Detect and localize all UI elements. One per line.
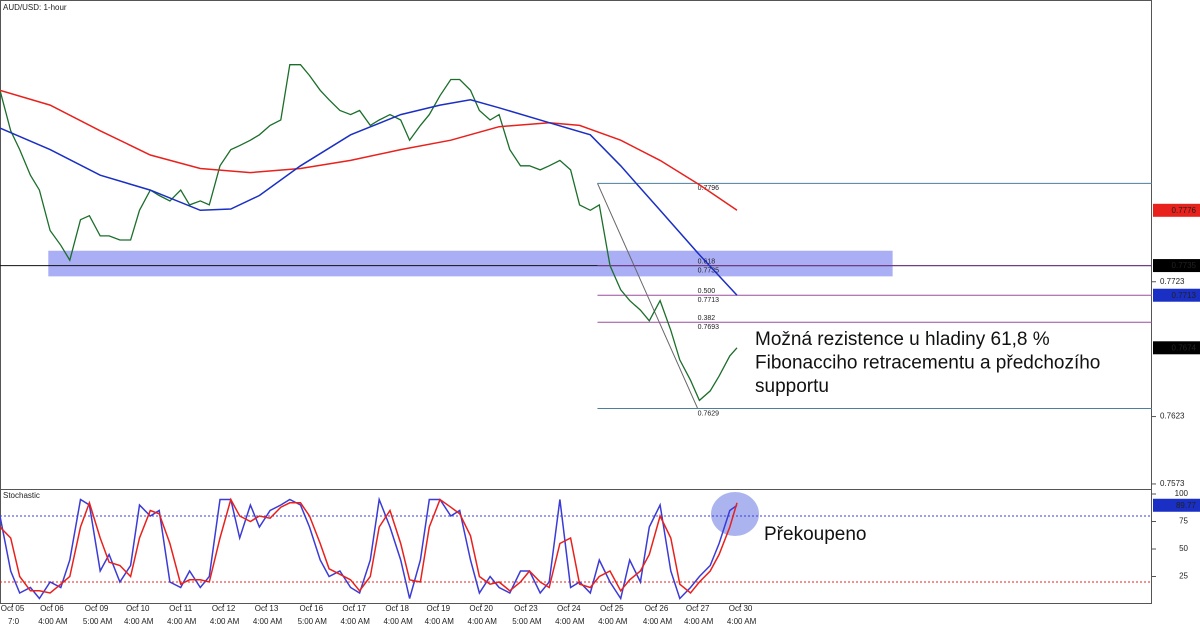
value-box-label: 0.7735 [1172, 261, 1197, 270]
x-tick-label: Oct 20 [469, 604, 493, 613]
x-time-label: 4:00 AM [167, 617, 197, 626]
x-time-label: 4:00 AM [643, 617, 673, 626]
fib-value: 0.7735 [698, 267, 720, 274]
x-time-label: 4:00 AM [253, 617, 283, 626]
fib-value: 0.7796 [698, 185, 720, 192]
y-tick-label: 75 [1179, 517, 1188, 526]
series-line [0, 64, 738, 402]
support-zone [48, 250, 893, 277]
value-box [1153, 203, 1200, 217]
y-tick-label: 100 [1175, 489, 1189, 498]
x-tick-label: Oct 05 [1, 604, 25, 613]
x-time-label: 4:00 AM [210, 617, 240, 626]
x-time-label: 4:00 AM [727, 617, 757, 626]
x-tick-label: Oct 23 [514, 604, 538, 613]
annotation: Překoupeno [764, 524, 866, 545]
y-tick-label: 0.7723 [1160, 277, 1185, 286]
value-box-label: 89.77 [1176, 501, 1197, 510]
series-line [0, 99, 738, 296]
x-time-label: 4:00 AM [598, 617, 628, 626]
y-tick-label: 0.7573 [1160, 479, 1185, 488]
x-tick-label: Oct 10 [126, 604, 150, 613]
fib-ratio: 0.500 [698, 288, 716, 295]
highlight-circle [711, 492, 759, 536]
x-tick-label: Oct 13 [255, 604, 279, 613]
value-box-label: 0.7674 [1172, 343, 1197, 352]
x-time-label: 4:00 AM [684, 617, 714, 626]
x-tick-label: Oct 11 [169, 604, 193, 613]
x-time-label: 5:00 AM [83, 617, 113, 626]
x-time-label: 4:00 AM [383, 617, 413, 626]
value-box [1153, 259, 1200, 273]
fib-ratio: 0.382 [698, 315, 716, 322]
series-line [0, 497, 738, 595]
x-tick-label: Oct 30 [729, 604, 753, 613]
x-time-label: 4:00 AM [468, 617, 498, 626]
y-tick-label: 25 [1179, 572, 1188, 581]
x-time-label: 4:00 AM [38, 617, 68, 626]
x-time-label: 7:0 [8, 617, 20, 626]
y-tick-label: 50 [1179, 544, 1188, 553]
annotation: Možná rezistence u hladiny 61,8 % [755, 329, 1050, 350]
fib-value: 0.7693 [698, 324, 720, 331]
chart-title: AUD/USD: 1-hour [3, 3, 67, 12]
value-box [1153, 498, 1200, 512]
x-time-label: 4:00 AM [425, 617, 455, 626]
series-line [0, 89, 738, 211]
x-time-label: 5:00 AM [298, 617, 328, 626]
value-box [1153, 288, 1200, 302]
annotation: Fibonacciho retracementu a předchozího [755, 353, 1100, 374]
x-tick-label: Oct 24 [557, 604, 581, 613]
value-box-label: 0.7713 [1172, 291, 1197, 300]
x-tick-label: Oct 19 [426, 604, 450, 613]
x-time-label: 4:00 AM [555, 617, 585, 626]
frame [0, 0, 1152, 604]
fib-value: 0.7629 [698, 410, 720, 417]
value-box-label: 0.7776 [1172, 206, 1197, 215]
y-tick-label: 0.7623 [1160, 412, 1185, 421]
swing-line [597, 183, 699, 409]
x-tick-label: Oct 09 [85, 604, 109, 613]
x-tick-label: Oct 18 [385, 604, 409, 613]
x-tick-label: Oct 25 [600, 604, 624, 613]
x-time-label: 4:00 AM [341, 617, 371, 626]
x-tick-label: Oct 12 [212, 604, 236, 613]
series-line [0, 496, 738, 601]
value-box [1153, 341, 1200, 355]
x-time-label: 5:00 AM [512, 617, 542, 626]
x-tick-label: Oct 16 [299, 604, 323, 613]
x-tick-label: Oct 26 [645, 604, 669, 613]
x-tick-label: Oct 17 [342, 604, 366, 613]
x-time-label: 4:00 AM [124, 617, 154, 626]
x-tick-label: Oct 06 [40, 604, 64, 613]
annotation: supportu [755, 376, 829, 397]
x-tick-label: Oct 27 [686, 604, 710, 613]
fib-value: 0.7713 [698, 297, 720, 304]
indicator-title: Stochastic [3, 491, 40, 500]
